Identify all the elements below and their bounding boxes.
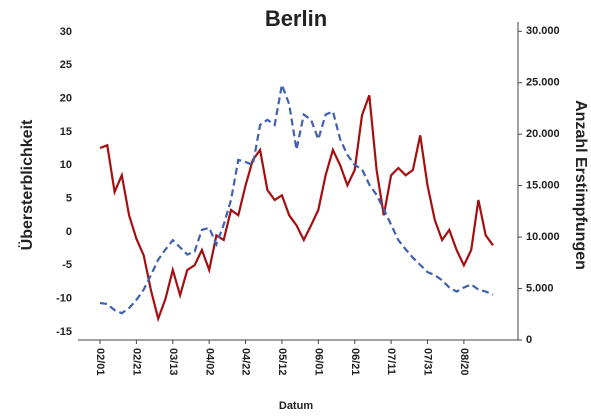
y2-tick-label: 15.000 bbox=[526, 180, 560, 192]
y-tick-label: 15 bbox=[60, 126, 72, 138]
y-tick-label: 5 bbox=[66, 193, 72, 205]
y2-tick-label: 20.000 bbox=[526, 128, 560, 140]
vaccination-line bbox=[99, 80, 494, 315]
y-tick-label: 20 bbox=[60, 93, 72, 105]
x-tick-label: 07/11 bbox=[385, 348, 397, 375]
y2-tick-label: 30.000 bbox=[526, 25, 560, 37]
x-tick-label: 08/20 bbox=[458, 348, 470, 376]
y-tick-label: -15 bbox=[56, 326, 72, 338]
y2-tick-label: 25.000 bbox=[526, 77, 560, 89]
x-tick-label: 04/02 bbox=[203, 348, 215, 376]
y-tick-label: 30 bbox=[60, 26, 72, 38]
x-tick-label: 03/13 bbox=[167, 348, 179, 376]
y-tick-label: 25 bbox=[60, 59, 72, 71]
y2-tick-label: 10.000 bbox=[526, 231, 560, 243]
y2-axis-label: Anzahl Erstimpfungen bbox=[572, 100, 589, 270]
x-tick-label: 04/22 bbox=[240, 348, 252, 376]
x-axis-label: Datum bbox=[279, 400, 313, 412]
mortality-line bbox=[99, 94, 494, 323]
x-tick-label: 02/21 bbox=[130, 348, 142, 376]
x-tick-label: 06/21 bbox=[349, 348, 361, 376]
y-tick-label: -5 bbox=[62, 259, 72, 271]
chart-title: Berlin bbox=[265, 6, 327, 31]
x-tick-label: 05/12 bbox=[276, 348, 288, 376]
x-tick-label: 02/01 bbox=[94, 348, 106, 376]
y-tick-label: -10 bbox=[56, 293, 72, 305]
y2-tick-label: 0 bbox=[526, 334, 532, 346]
y-tick-label: 0 bbox=[66, 226, 72, 238]
y2-tick-label: 5.000 bbox=[526, 282, 554, 294]
x-tick-label: 06/01 bbox=[312, 348, 324, 376]
x-tick-label: 07/31 bbox=[422, 348, 434, 376]
y-axis-label: Übersterblichkeit bbox=[17, 119, 36, 250]
y-tick-label: 10 bbox=[60, 159, 72, 171]
